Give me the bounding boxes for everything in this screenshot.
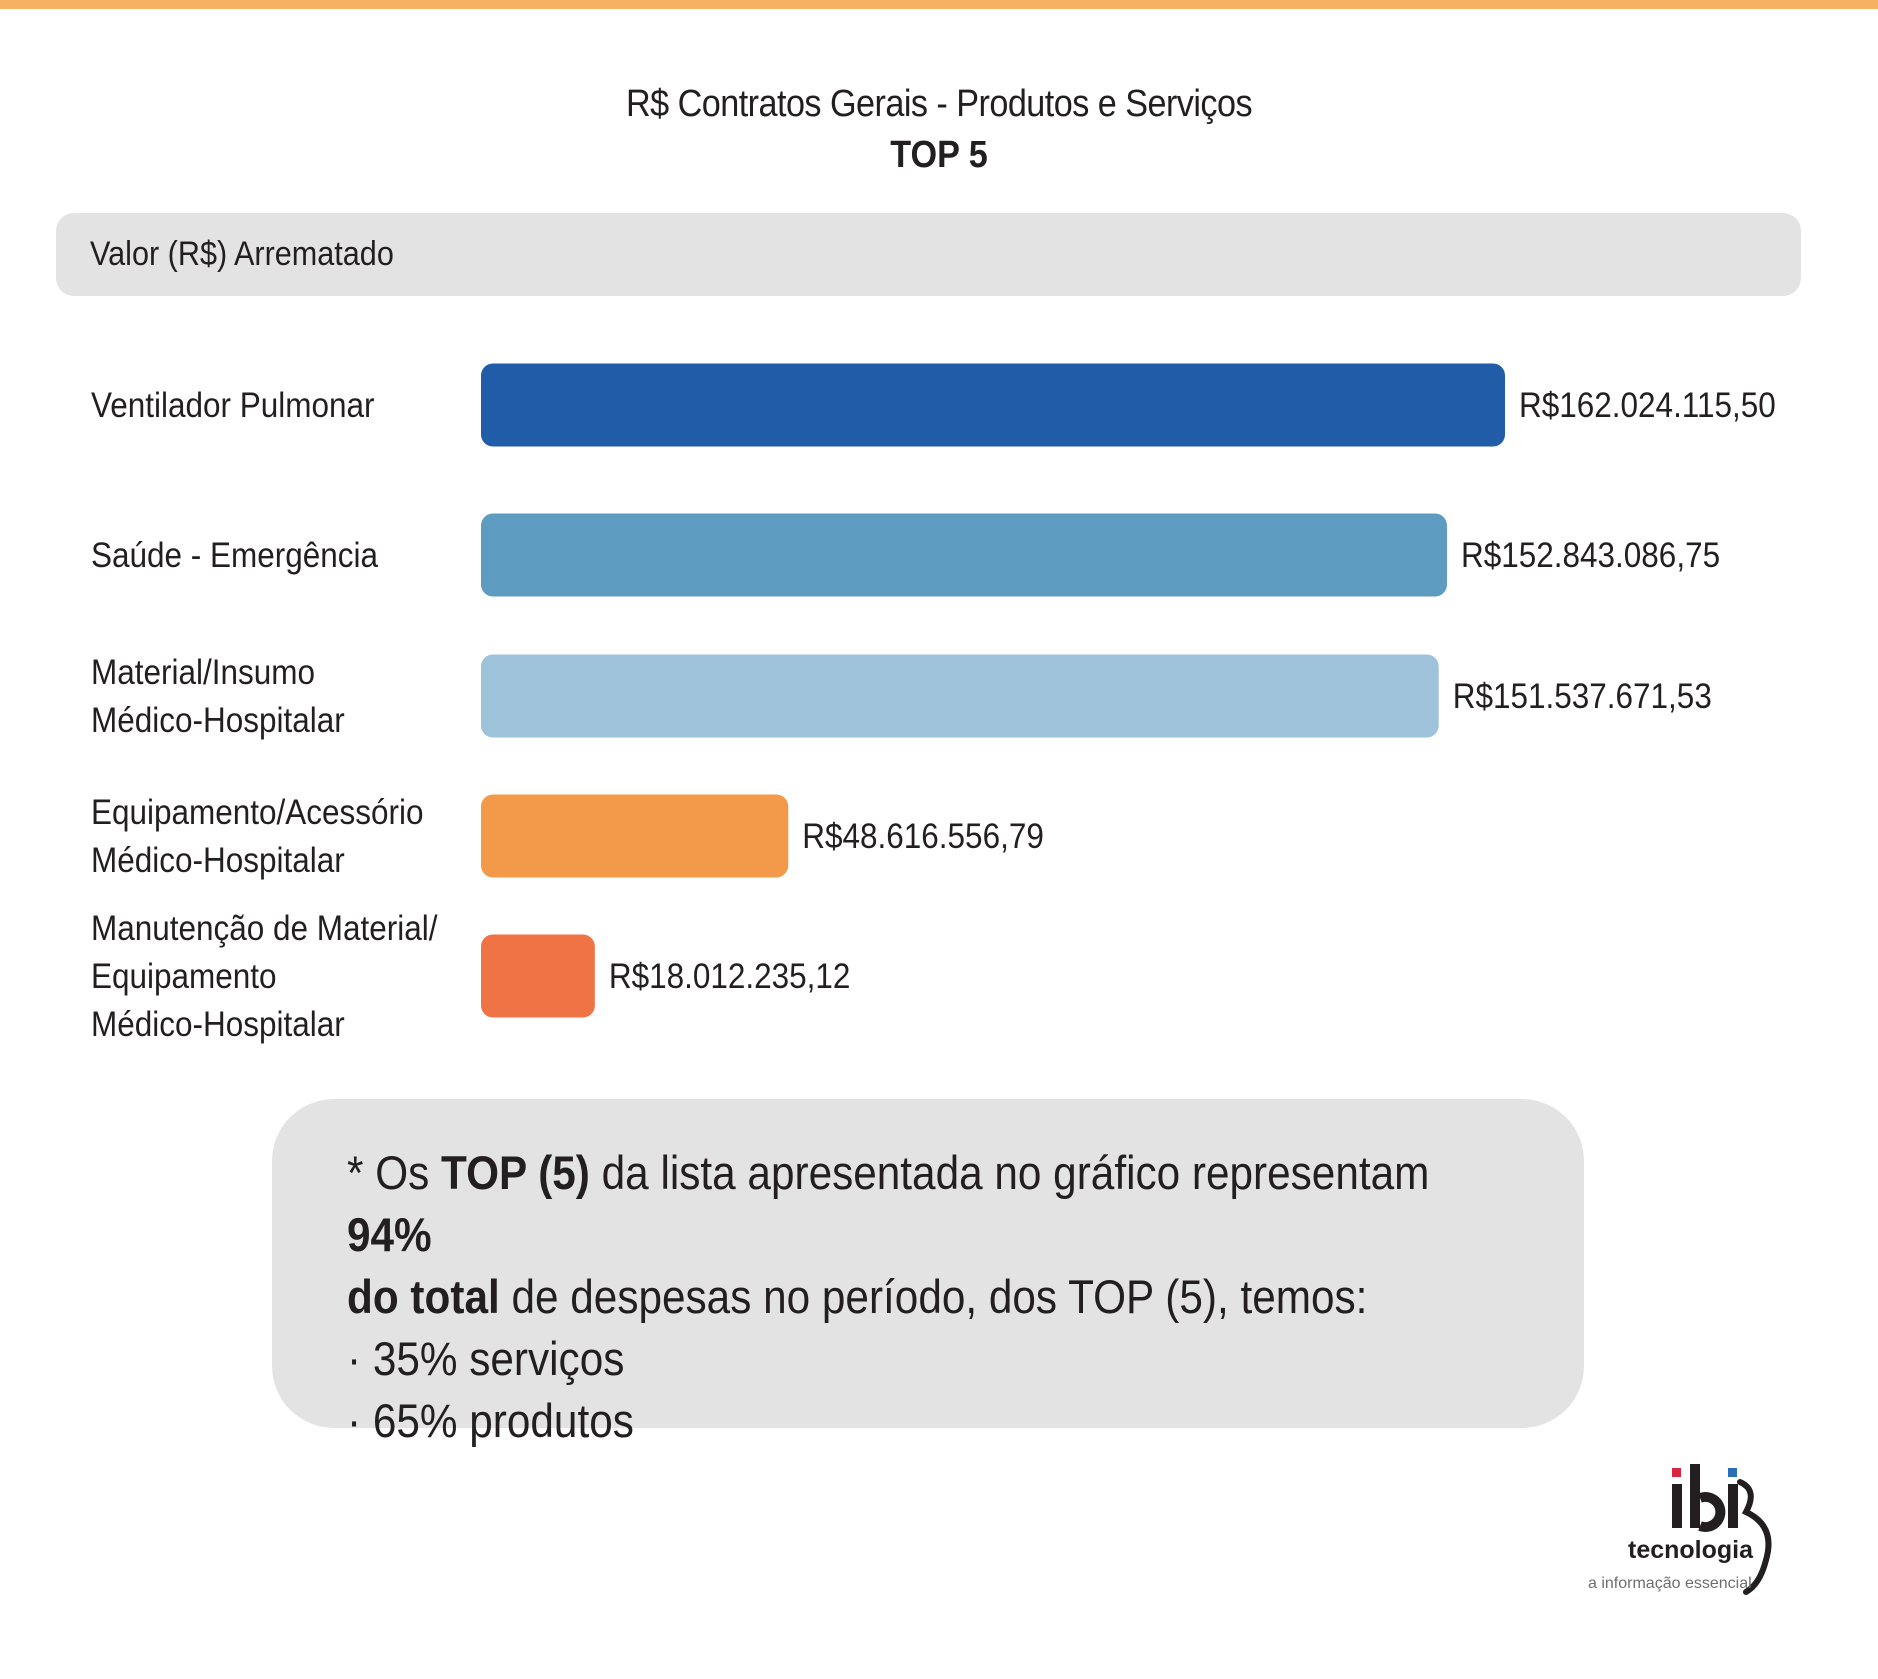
header-label: Valor (R$) Arrematado — [90, 235, 394, 273]
bar-4 — [481, 794, 789, 878]
bar-5 — [481, 934, 595, 1018]
category-label-line: Saúde - Emergência — [91, 537, 378, 576]
category-label-1: Ventilador Pulmonar — [91, 387, 375, 426]
category-label-line: Médico-Hospitalar — [91, 702, 345, 741]
category-label-line: Equipamento/Acessório — [91, 794, 424, 833]
chart-subtitle: TOP 5 — [890, 134, 988, 176]
value-label-4: R$48.616.556,79 — [802, 818, 1044, 857]
note-line-2: do total de despesas no período, dos TOP… — [347, 1266, 1517, 1328]
value-label-3: R$151.537.671,53 — [1453, 678, 1712, 717]
note-line-3: · 35% serviços — [347, 1332, 625, 1385]
ibi-tecnologia-logo: tecnologia a informação essencial — [1588, 1464, 1772, 1595]
logo-stem-b — [1690, 1464, 1700, 1528]
logo-dot-right — [1728, 1468, 1737, 1477]
chart-title: R$ Contratos Gerais - Produtos e Serviço… — [625, 83, 1253, 125]
category-label-line: Manutenção de Material/ — [91, 910, 438, 949]
category-label-line: Médico-Hospitalar — [91, 1006, 345, 1045]
category-label-2: Saúde - Emergência — [91, 537, 378, 576]
value-label-2: R$152.843.086,75 — [1461, 537, 1720, 576]
note-line1-prefix: * Os — [347, 1146, 442, 1199]
logo-tagline: a informação essencial — [1588, 1575, 1752, 1592]
logo-stem-i2 — [1728, 1484, 1738, 1528]
value-label-1: R$162.024.115,50 — [1519, 387, 1776, 426]
note-line2-rest: de despesas no período, dos TOP (5), tem… — [499, 1270, 1368, 1323]
bar-1 — [481, 363, 1505, 447]
bar-2 — [481, 513, 1447, 597]
category-label-3: Material/Insumo Médico-Hospitalar — [91, 654, 345, 741]
note-line-4: · 65% produtos — [347, 1394, 634, 1447]
category-label-line: Ventilador Pulmonar — [91, 387, 375, 426]
chart-title-block: R$ Contratos Gerais - Produtos e Serviço… — [0, 78, 1878, 180]
header-bar: Valor (R$) Arrematado — [56, 213, 1801, 296]
summary-note-text: * Os TOP (5) da lista apresentada no grá… — [347, 1142, 1517, 1452]
logo-stem-i1 — [1672, 1484, 1682, 1528]
value-label-5: R$18.012.235,12 — [609, 958, 851, 997]
note-line-1: * Os TOP (5) da lista apresentada no grá… — [347, 1142, 1517, 1266]
summary-note: * Os TOP (5) da lista apresentada no grá… — [272, 1099, 1584, 1447]
category-label-line: Material/Insumo — [91, 654, 315, 693]
category-label-5: Manutenção de Material/Equipamento Médico… — [91, 910, 438, 1045]
logo-name: tecnologia — [1628, 1536, 1754, 1564]
category-label-line: Médico-Hospitalar — [91, 842, 345, 881]
logo-dot-left — [1672, 1468, 1681, 1477]
category-label-line: Equipamento — [91, 958, 277, 997]
top-accent-rule — [0, 0, 1878, 9]
bar-3 — [481, 654, 1439, 738]
note-line1-middle: da lista apresentada no gráfico represen… — [589, 1146, 1430, 1199]
note-line1-bold2: 94% — [347, 1208, 432, 1261]
note-line1-bold: TOP (5) — [441, 1146, 590, 1199]
note-line2-bold: do total — [347, 1270, 500, 1323]
logo-swoosh — [1737, 1479, 1772, 1595]
category-label-4: Equipamento/Acessório Médico-Hospitalar — [91, 794, 424, 881]
logo-bowl-b — [1698, 1492, 1726, 1532]
